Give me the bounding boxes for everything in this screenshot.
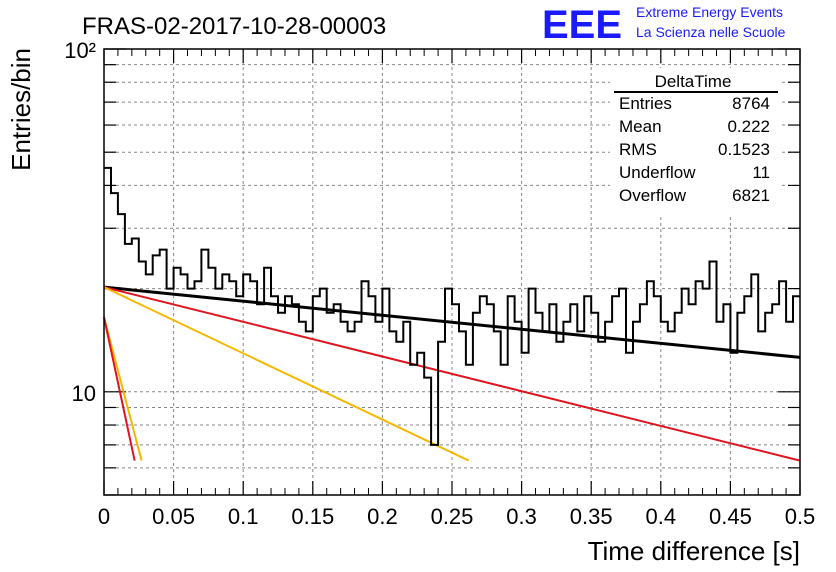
stats-value-entries: 8764 [732,94,770,113]
x-tick-label: 0.5 [785,504,816,529]
x-tick-label: 0.15 [291,504,334,529]
stats-title: DeltaTime [655,72,732,91]
stats-value-underflow: 11 [752,163,770,182]
run-title: FRAS-02-2017-10-28-00003 [82,13,386,40]
x-axis-title: Time difference [s] [588,536,800,566]
fit-curves [103,285,801,462]
stats-value-overflow: 6821 [732,186,770,205]
stats-box: DeltaTime Entries 8764 Mean 0.222 RMS 0.… [610,68,782,214]
stats-value-mean: 0.222 [727,117,770,136]
y-tick-label: 10² [64,38,96,63]
fit-line-orange_fast [103,316,143,461]
x-tick-label: 0.45 [709,504,752,529]
axis-ticks [103,48,801,496]
x-tick-label: 0 [98,504,110,529]
y-tick-labels: 10 10² [64,38,96,406]
x-tick-label: 0.4 [646,504,677,529]
histogram-line [104,166,800,446]
stats-value-rms: 0.1523 [718,140,770,159]
x-tick-label: 0.25 [431,504,474,529]
fit-line-total [103,285,801,359]
stats-label-rms: RMS [619,140,657,159]
plot-frame [103,48,801,496]
brand-line-1: Extreme Energy Events [636,4,783,20]
x-tick-label: 0.05 [152,504,195,529]
x-tick-label: 0.35 [570,504,613,529]
eee-logo: EEE [542,3,622,47]
y-tick-label: 10 [72,381,96,406]
stats-label-underflow: Underflow [619,163,696,182]
fit-line-red_fast [103,317,136,461]
stats-label-overflow: Overflow [619,186,687,205]
fit-line-orange_mid [103,286,470,462]
stats-label-entries: Entries [619,94,672,113]
y-axis-title: Entries/bin [6,48,36,171]
x-tick-label: 0.1 [228,504,259,529]
x-tick-labels: 0 0.05 0.1 0.15 0.2 0.25 0.3 0.35 0.4 0.45 0.5 [98,504,815,529]
brand-line-2: La Scienza nelle Scuole [636,24,786,40]
stats-label-mean: Mean [619,117,662,136]
x-tick-label: 0.3 [506,504,537,529]
x-tick-label: 0.2 [367,504,398,529]
fit-line-red_slow [103,286,801,462]
